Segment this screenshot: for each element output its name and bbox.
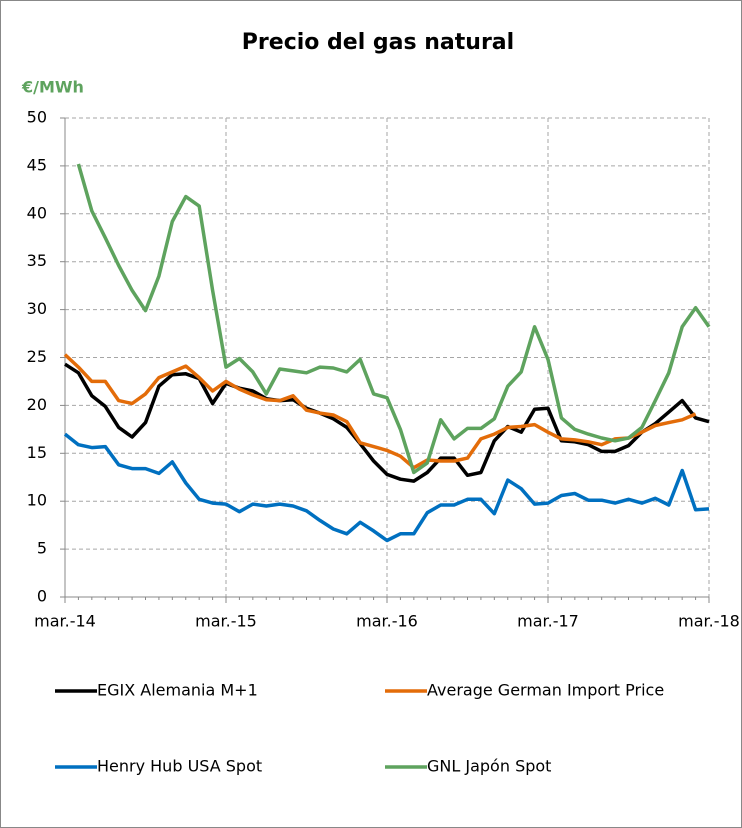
series-line [64,362,710,483]
y-tick-label: 15 [27,443,47,462]
x-tick-label: mar.-18 [678,612,740,631]
y-tick-label: 20 [27,395,47,414]
y-axis-label: €/MWh [21,78,84,97]
x-tick-label: mar.-17 [517,612,579,631]
legend-label: GNL Japón Spot [427,757,551,776]
y-tick-label: 50 [27,108,47,127]
y-tick-label: 45 [27,155,47,174]
y-tick-label: 30 [27,299,47,318]
x-tick-label: mar.-16 [356,612,418,631]
series-line [63,432,710,543]
x-tick-label: mar.-15 [195,612,257,631]
y-tick-label: 5 [37,539,47,558]
x-tick-label: mar.-14 [34,612,96,631]
y-tick-label: 10 [27,491,47,510]
chart-title: Precio del gas natural [242,30,514,55]
y-tick-label: 25 [27,347,47,366]
series-line [63,353,697,470]
y-tick-label: 40 [27,203,47,222]
legend-label: Henry Hub USA Spot [97,757,262,776]
y-tick-label: 0 [37,587,47,606]
y-tick-label: 35 [27,251,47,270]
legend-label: Average German Import Price [427,681,664,700]
series-line [76,163,711,475]
legend-label: EGIX Alemania M+1 [97,681,258,700]
